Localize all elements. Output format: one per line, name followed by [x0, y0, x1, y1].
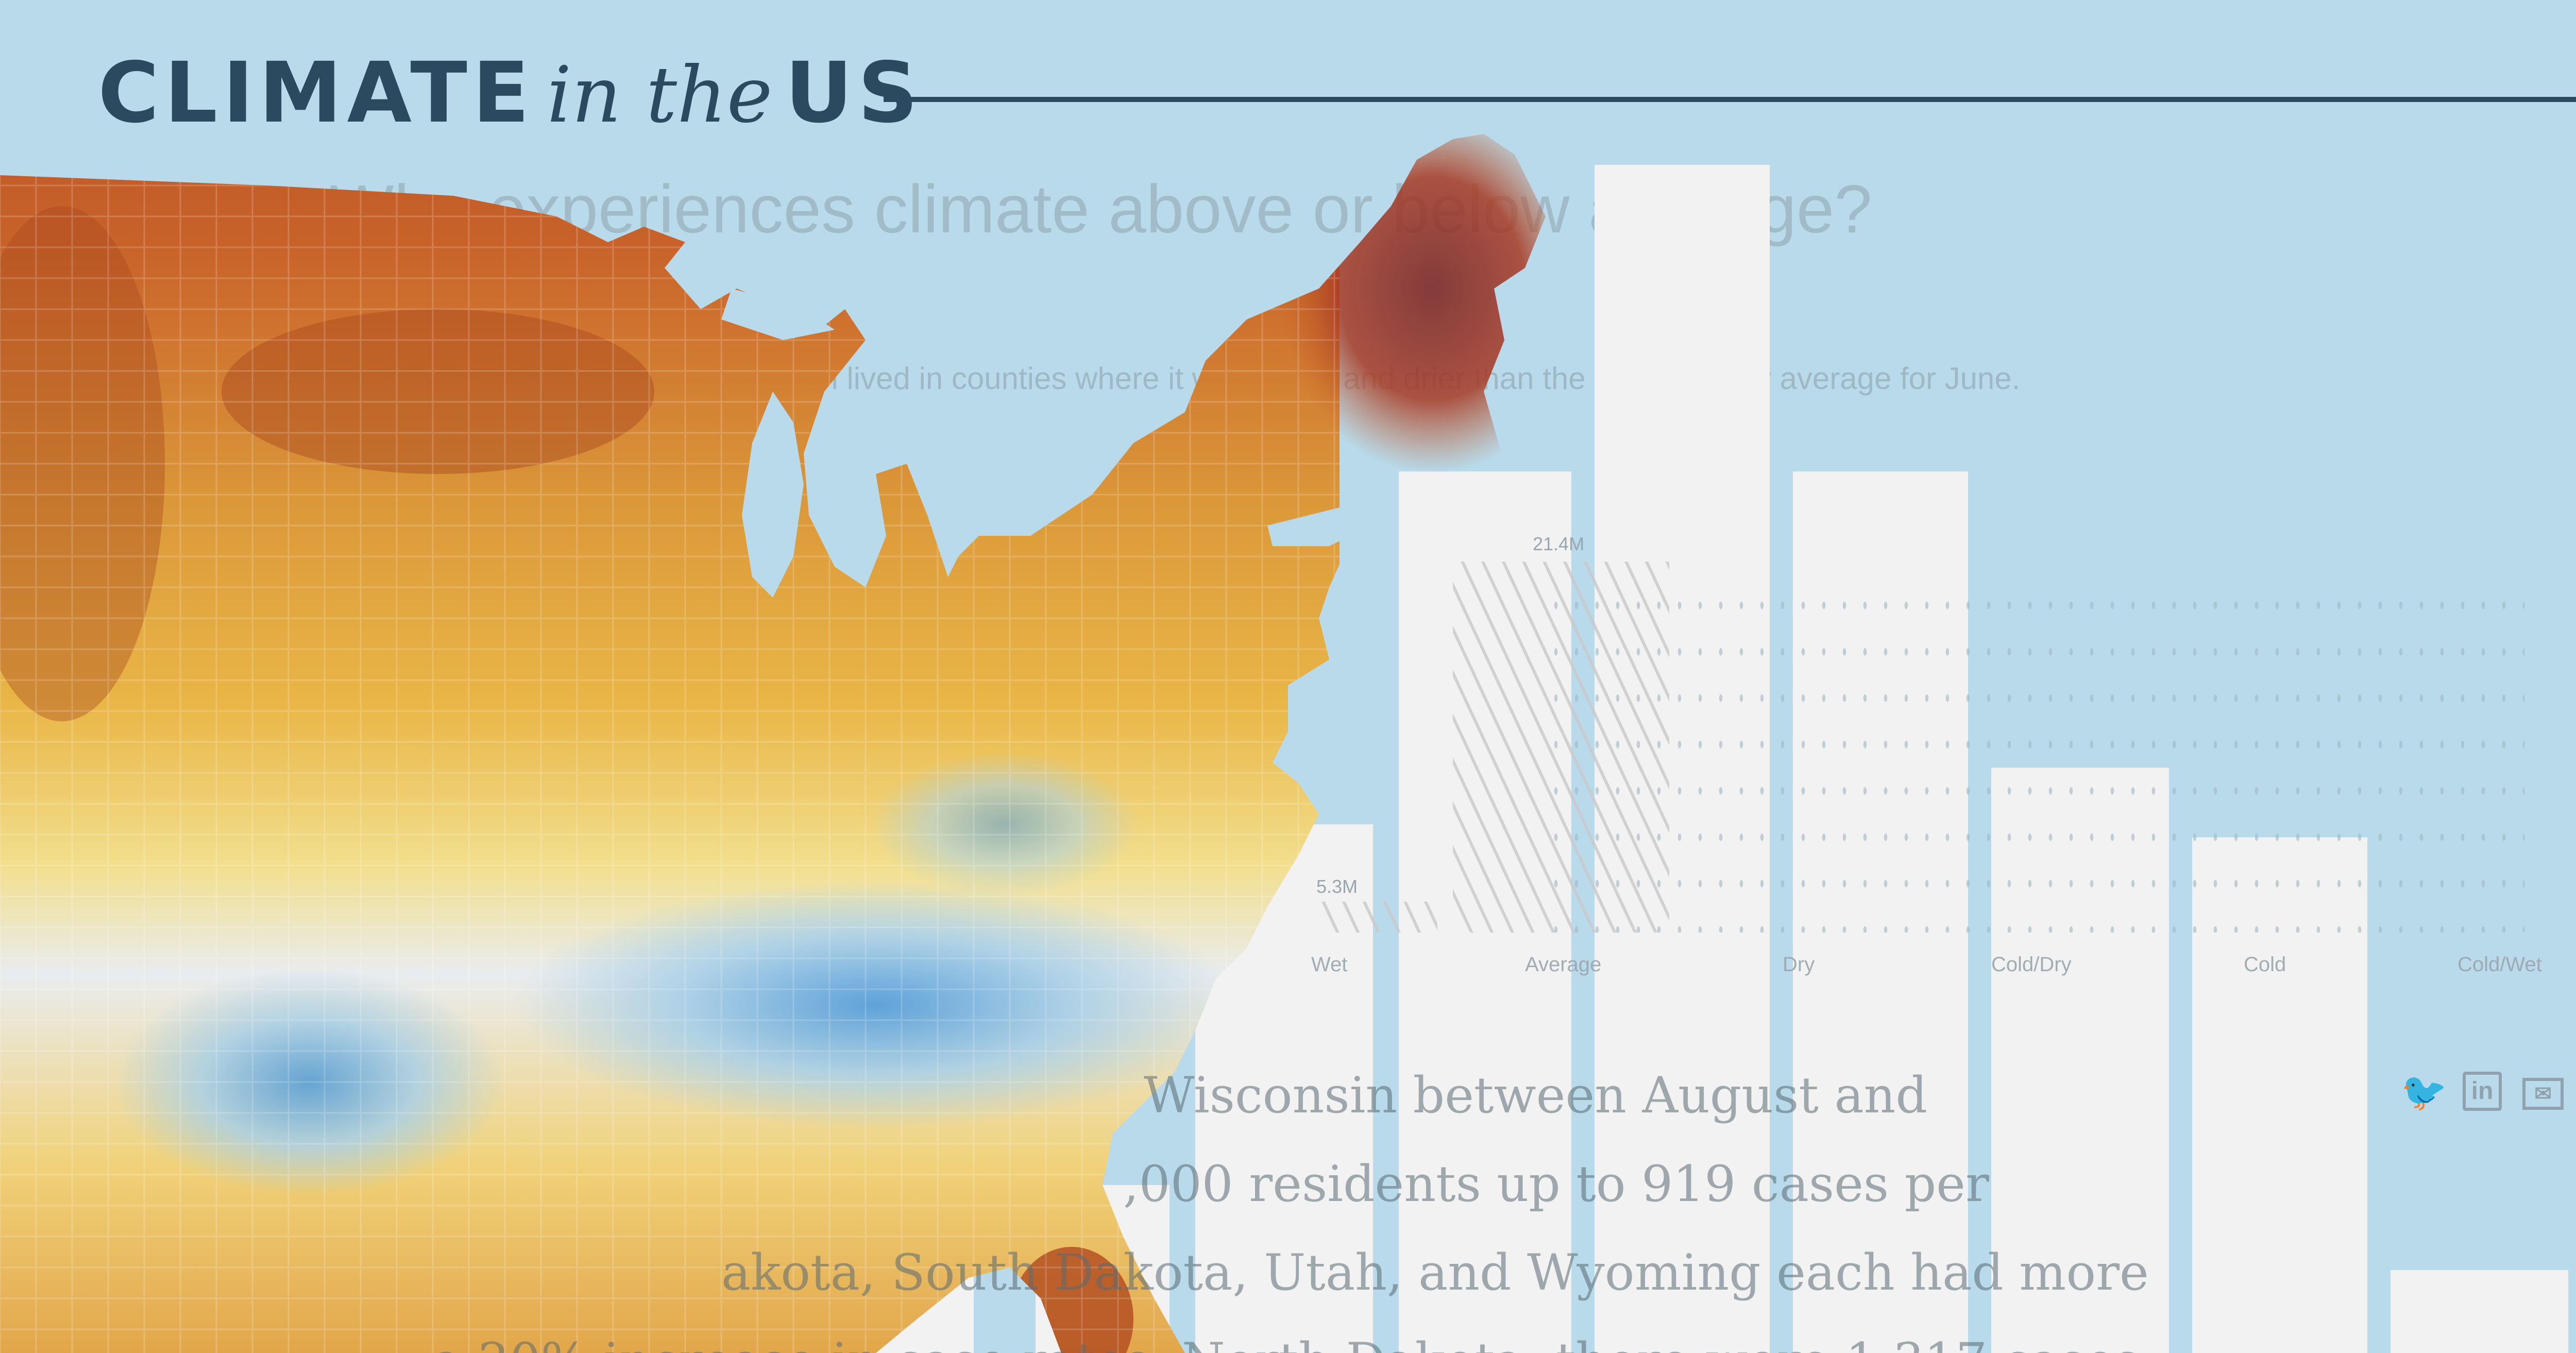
chart-gridlines [1546, 582, 2524, 933]
hatched-bar [1319, 902, 1437, 933]
ghost-line: Wisconsin between August and [1144, 1067, 1927, 1124]
hatched-bar [1453, 562, 1669, 933]
title-word-in-the: in the [547, 50, 773, 140]
site-title: CLIMATE in the US [98, 52, 923, 135]
ghost-line: a 20% increase in case rates. North Dako… [433, 1317, 2140, 1353]
category-label: Cold/Dry [1991, 953, 2072, 976]
ghost-line: akota, South Dakota, Utah, and Wyoming e… [721, 1244, 2149, 1301]
category-label: Cold/Wet [2458, 953, 2542, 976]
category-label: Wet [1311, 953, 1348, 976]
twitter-icon[interactable]: 🐦 [2401, 1072, 2447, 1113]
title-rule [884, 97, 2576, 102]
tick-label: 5.3M [1316, 876, 1358, 897]
category-label: Dry [1783, 953, 1815, 976]
lake [1267, 505, 1391, 546]
title-word-climate: CLIMATE [98, 45, 535, 142]
tick-label: 21.4M [1533, 533, 1585, 554]
linkedin-icon[interactable]: in [2463, 1072, 2502, 1111]
bar [2391, 1270, 2568, 1353]
category-label: Cold [2244, 953, 2286, 976]
bar [974, 1267, 1005, 1353]
category-label: Average [1525, 953, 1602, 976]
lake [721, 289, 835, 340]
ghost-line: ,000 residents up to 919 cases per [1123, 1155, 1989, 1213]
share-icons: 🐦 in ✉ [2401, 1072, 2564, 1113]
lake [742, 392, 804, 598]
title-word-us: US [785, 45, 923, 142]
mail-icon[interactable]: ✉ [2522, 1078, 2564, 1110]
ghost-body-text: Wisconsin between August and ,000 reside… [433, 1051, 2149, 1353]
